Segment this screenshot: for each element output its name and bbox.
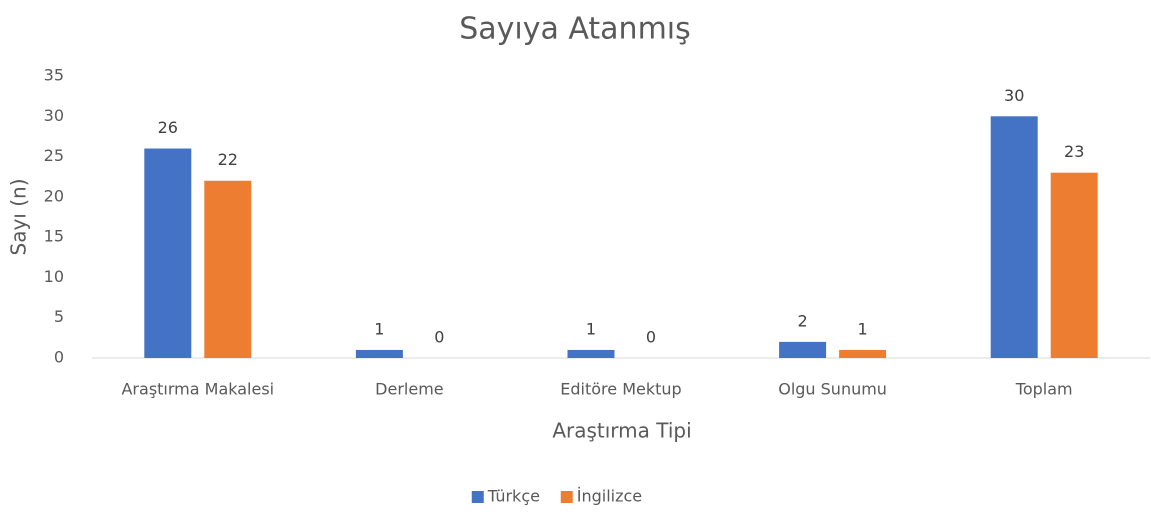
y-tick-label: 5: [54, 307, 64, 326]
data-label: 1: [586, 319, 596, 338]
legend-swatch: [471, 491, 484, 503]
data-label: 26: [158, 118, 178, 137]
legend-label: Türkçe: [487, 487, 540, 506]
bar: [355, 349, 403, 358]
y-tick-label: 30: [44, 106, 64, 125]
bar: [990, 116, 1038, 359]
y-tick-label: 35: [44, 66, 64, 85]
bar: [567, 349, 615, 358]
y-tick-label: 25: [44, 146, 64, 165]
chart-title: Sayıya Atanmış: [459, 12, 691, 47]
x-tick-label: Editöre Mektup: [560, 380, 681, 399]
y-tick-label: 20: [44, 186, 64, 205]
y-tick-label: 10: [44, 267, 64, 286]
data-label: 1: [858, 319, 868, 338]
data-label: 0: [646, 328, 656, 347]
bar: [839, 349, 887, 358]
data-label: 0: [434, 328, 444, 347]
x-tick-label: Toplam: [1015, 380, 1073, 399]
y-tick-label: 0: [54, 348, 64, 367]
legend-label: İngilizce: [577, 487, 642, 506]
x-tick-label: Araştırma Makalesi: [121, 380, 274, 399]
bar: [779, 341, 827, 358]
data-label: 23: [1064, 142, 1084, 161]
data-label: 1: [374, 319, 384, 338]
x-tick-label: Derleme: [375, 380, 443, 399]
bar: [204, 180, 252, 358]
data-label: 22: [218, 150, 238, 169]
y-axis-title: Sayı (n): [7, 179, 31, 256]
x-axis-title: Araştırma Tipi: [552, 419, 691, 443]
data-label: 2: [798, 311, 808, 330]
x-tick-label: Olgu Sunumu: [778, 380, 887, 399]
legend-swatch: [560, 491, 573, 503]
data-label: 30: [1004, 86, 1024, 105]
bar: [144, 148, 192, 358]
bar: [1050, 172, 1098, 358]
y-tick-label: 15: [44, 227, 64, 246]
